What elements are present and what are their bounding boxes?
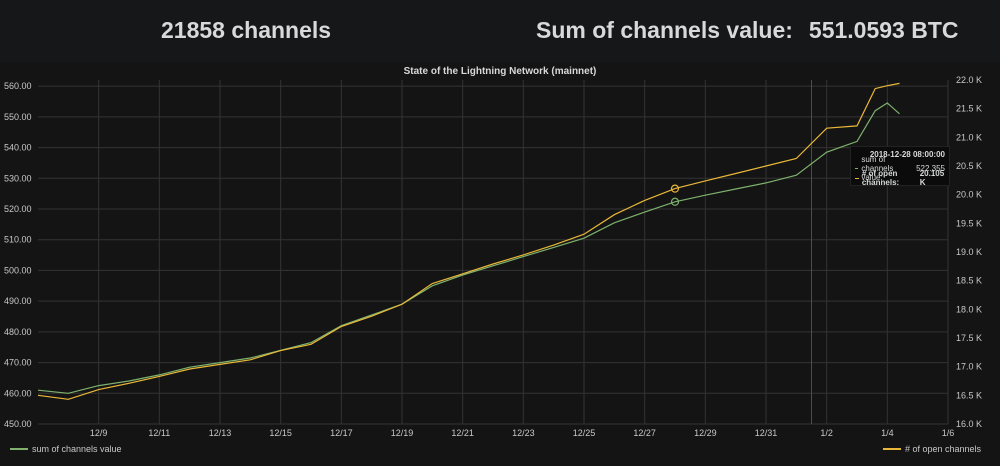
x-tick-label: 1/4 — [881, 428, 894, 438]
sum-value: 551.0593 BTC — [808, 17, 959, 43]
x-tick-label: 12/17 — [330, 428, 353, 438]
hover-tooltip: 2018-12-28 08:00:00 sum of channels valu… — [850, 146, 950, 187]
tooltip-swatch-open — [855, 177, 859, 179]
y-left-tick-label: 450.00 — [4, 419, 32, 429]
y-left-tick-label: 480.00 — [4, 327, 32, 337]
y-right-tick-label: 21.0 K — [956, 132, 982, 142]
x-tick-label: 12/31 — [755, 428, 778, 438]
sum-label: Sum of channels value: — [536, 17, 793, 43]
y-right-tick-label: 20.5 K — [956, 161, 982, 171]
y-right-tick-label: 18.5 K — [956, 276, 982, 286]
x-tick-label: 12/11 — [148, 428, 170, 438]
x-tick-label: 12/19 — [391, 428, 414, 438]
legend-label-sum[interactable]: sum of channels value — [32, 444, 122, 454]
x-tick-label: 12/27 — [633, 428, 656, 438]
tooltip-row-open: # of open channels: 20.105 K — [855, 169, 945, 187]
tooltip-value-open: 20.105 K — [919, 169, 945, 187]
panel-title[interactable]: State of the Lightning Network (mainnet) — [403, 66, 597, 77]
sum-stat: Sum of channels value: 551.0593 BTC — [536, 10, 959, 50]
x-tick-label: 1/2 — [820, 428, 833, 438]
tooltip-swatch-sum — [855, 167, 859, 169]
tooltip-label-open: # of open channels: — [861, 169, 900, 187]
tooltip-label-sum: sum of channels value: — [861, 154, 894, 182]
hover-point-sum — [670, 197, 680, 206]
channels-label: channels — [231, 17, 332, 43]
y-left-tick-label: 530.00 — [4, 173, 32, 183]
channels-stat: 21858 channels — [161, 10, 331, 50]
y-left-tick-label: 560.00 — [4, 81, 32, 91]
y-right-tick-label: 21.5 K — [956, 104, 982, 114]
y-right-tick-label: 22.0 K — [956, 75, 982, 85]
x-tick-label: 12/23 — [512, 428, 535, 438]
x-tick-label: 12/29 — [694, 428, 717, 438]
y-right-tick-label: 19.5 K — [956, 218, 982, 228]
y-left-tick-label: 520.00 — [4, 204, 32, 214]
x-tick-label: 12/25 — [573, 428, 596, 438]
series-line-sum — [37, 102, 900, 394]
x-tick-label: 12/13 — [209, 428, 232, 438]
y-right-tick-label: 16.0 K — [956, 419, 982, 429]
y-right-tick-label: 17.5 K — [956, 333, 982, 343]
x-tick-label: 12/9 — [90, 428, 108, 438]
y-left-tick-label: 510.00 — [4, 235, 32, 245]
x-tick-label: 1/6 — [942, 428, 955, 438]
y-left-tick-label: 460.00 — [4, 388, 32, 398]
graph-panel[interactable]: 450.00 460.00 470.00 480.00 490.00 500.00 510.… — [0, 62, 1000, 466]
y-left-tick-label: 540.00 — [4, 143, 32, 153]
y-right-tick-label: 17.0 K — [956, 362, 982, 372]
y-right-tick-label: 20.0 K — [956, 190, 982, 200]
y-right-tick-label: 16.5 K — [956, 390, 982, 400]
y-right-tick-label: 19.0 K — [956, 247, 982, 257]
series-line-open — [37, 82, 900, 400]
legend-label-open[interactable]: # of open channels — [905, 444, 982, 454]
tooltip-row-sum: sum of channels value: 522.355 — [855, 155, 945, 182]
tooltip-value-sum: 522.355 — [916, 163, 945, 173]
y-left-tick-label: 490.00 — [4, 296, 32, 306]
x-tick-label: 12/21 — [451, 428, 474, 438]
tooltip-time: 2018-12-28 08:00:00 — [869, 150, 945, 159]
y-left-tick-label: 470.00 — [4, 358, 32, 368]
chart-canvas[interactable]: 450.00 460.00 470.00 480.00 490.00 500.00 510.… — [0, 62, 1000, 466]
y-left-tick-label: 550.00 — [4, 112, 32, 122]
y-left-tick-label: 500.00 — [4, 265, 32, 275]
channels-count: 21858 — [161, 17, 225, 43]
y-right-tick-label: 18.0 K — [956, 304, 982, 314]
stats-row: 21858 channels Sum of channels value: 551… — [0, 0, 1000, 60]
hover-point-open — [670, 184, 680, 193]
x-tick-label: 12/15 — [269, 428, 292, 438]
